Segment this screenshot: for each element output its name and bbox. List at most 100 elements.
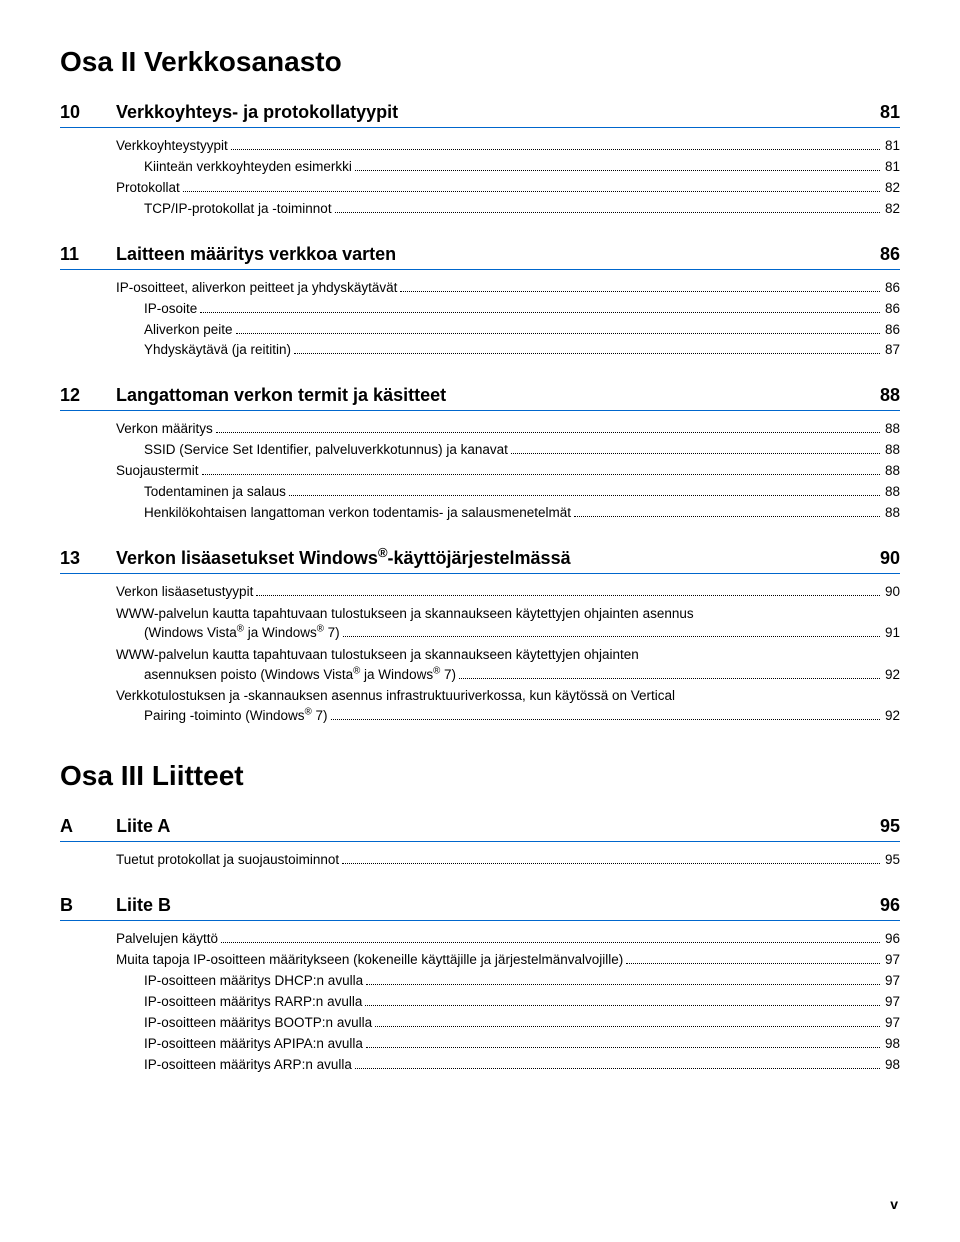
toc-page: 87 xyxy=(883,340,900,361)
toc-entry[interactable]: Todentaminen ja salaus 88 xyxy=(116,482,900,503)
toc-page: 82 xyxy=(883,199,900,220)
chapter-title: Laitteen määritys verkkoa varten xyxy=(116,244,860,265)
toc-label: asennuksen poisto (Windows Vista® ja Win… xyxy=(144,665,456,685)
toc-label: IP-osoitteen määritys RARP:n avulla xyxy=(144,992,362,1013)
toc-entry[interactable]: WWW-palvelun kautta tapahtuvaan tulostuk… xyxy=(116,644,900,685)
toc-entry[interactable]: Verkon määritys 88 xyxy=(116,419,900,440)
toc-entry[interactable]: Verkon lisäasetustyypit 90 xyxy=(116,582,900,603)
toc-label: Verkkotulostuksen ja -skannauksen asennu… xyxy=(116,686,900,706)
leader-dots xyxy=(294,353,880,354)
toc-label: Yhdyskäytävä (ja reititin) xyxy=(144,340,291,361)
leader-dots xyxy=(375,1026,880,1027)
leader-dots xyxy=(342,863,880,864)
leader-dots xyxy=(331,719,880,720)
chapter-title: Langattoman verkon termit ja käsitteet xyxy=(116,385,860,406)
toc-label: Todentaminen ja salaus xyxy=(144,482,286,503)
chapter-page: 88 xyxy=(860,385,900,406)
toc-page: 88 xyxy=(883,419,900,440)
toc-label: Muita tapoja IP-osoitteen määritykseen (… xyxy=(116,950,623,971)
toc-label: Henkilökohtaisen langattoman verkon tode… xyxy=(144,503,571,524)
chapter-page: 90 xyxy=(860,548,900,569)
leader-dots xyxy=(365,1005,880,1006)
chapter-heading[interactable]: 12Langattoman verkon termit ja käsitteet… xyxy=(60,385,900,411)
toc-entry[interactable]: Verkkoyhteystyypit 81 xyxy=(116,136,900,157)
toc-label: IP-osoite xyxy=(144,299,197,320)
chapter-page: 81 xyxy=(860,102,900,123)
leader-dots xyxy=(459,678,880,679)
chapter-title: Verkkoyhteys- ja protokollatyypit xyxy=(116,102,860,123)
leader-dots xyxy=(400,291,880,292)
leader-dots xyxy=(202,474,880,475)
chapter-heading[interactable]: 13Verkon lisäasetukset Windows®-käyttöjä… xyxy=(60,548,900,574)
leader-dots xyxy=(574,516,880,517)
chapter-title: Verkon lisäasetukset Windows®-käyttöjärj… xyxy=(116,548,860,569)
toc-label: Kiinteän verkkoyhteyden esimerkki xyxy=(144,157,352,178)
toc-label: (Windows Vista® ja Windows® 7) xyxy=(144,623,340,643)
toc-entry[interactable]: Palvelujen käyttö 96 xyxy=(116,929,900,950)
toc-entry[interactable]: Kiinteän verkkoyhteyden esimerkki 81 xyxy=(116,157,900,178)
toc-page: 88 xyxy=(883,440,900,461)
chapter-number: 11 xyxy=(60,244,116,265)
leader-dots xyxy=(343,636,880,637)
leader-dots xyxy=(335,212,880,213)
toc-entry[interactable]: Tuetut protokollat ja suojaustoiminnot 9… xyxy=(116,850,900,871)
toc-entry[interactable]: IP-osoitteen määritys DHCP:n avulla 97 xyxy=(116,971,900,992)
toc-page: 90 xyxy=(883,582,900,603)
leader-dots xyxy=(183,191,880,192)
toc-label: Verkon lisäasetustyypit xyxy=(116,582,253,603)
chapter-number: 12 xyxy=(60,385,116,406)
toc-entry[interactable]: Aliverkon peite 86 xyxy=(116,320,900,341)
toc-entry[interactable]: Yhdyskäytävä (ja reititin) 87 xyxy=(116,340,900,361)
chapter-heading[interactable]: BLiite B96 xyxy=(60,895,900,921)
leader-dots xyxy=(366,1047,880,1048)
toc-label: Protokollat xyxy=(116,178,180,199)
toc-label: IP-osoitteet, aliverkon peitteet ja yhdy… xyxy=(116,278,397,299)
toc-page: 88 xyxy=(883,461,900,482)
toc-page: 96 xyxy=(883,929,900,950)
toc-entry[interactable]: IP-osoitteen määritys APIPA:n avulla 98 xyxy=(116,1034,900,1055)
chapter-title: Liite A xyxy=(116,816,860,837)
chapter-heading[interactable]: ALiite A95 xyxy=(60,816,900,842)
toc-entry[interactable]: Verkkotulostuksen ja -skannauksen asennu… xyxy=(116,685,900,726)
toc-entry[interactable]: SSID (Service Set Identifier, palveluver… xyxy=(116,440,900,461)
toc-label: Tuetut protokollat ja suojaustoiminnot xyxy=(116,850,339,871)
toc-page: 92 xyxy=(883,706,900,726)
toc-label: Aliverkon peite xyxy=(144,320,233,341)
page-number-footer: v xyxy=(60,1196,900,1212)
chapter-page: 86 xyxy=(860,244,900,265)
toc-page: 97 xyxy=(883,1013,900,1034)
toc-entry[interactable]: WWW-palvelun kautta tapahtuvaan tulostuk… xyxy=(116,603,900,644)
toc-entry[interactable]: IP-osoitteen määritys ARP:n avulla 98 xyxy=(116,1055,900,1076)
toc-entry[interactable]: TCP/IP-protokollat ja -toiminnot 82 xyxy=(116,199,900,220)
toc-page: 91 xyxy=(883,623,900,643)
toc-label: Palvelujen käyttö xyxy=(116,929,218,950)
toc-entry[interactable]: IP-osoitteen määritys BOOTP:n avulla 97 xyxy=(116,1013,900,1034)
toc-label: WWW-palvelun kautta tapahtuvaan tulostuk… xyxy=(116,645,900,665)
toc-page: 86 xyxy=(883,320,900,341)
leader-dots xyxy=(231,149,880,150)
toc-page: 98 xyxy=(883,1034,900,1055)
leader-dots xyxy=(221,942,880,943)
toc-entry[interactable]: IP-osoitteet, aliverkon peitteet ja yhdy… xyxy=(116,278,900,299)
toc-entry[interactable]: IP-osoitteen määritys RARP:n avulla 97 xyxy=(116,992,900,1013)
toc-entry[interactable]: Muita tapoja IP-osoitteen määritykseen (… xyxy=(116,950,900,971)
toc-label: Verkkoyhteystyypit xyxy=(116,136,228,157)
toc-entry[interactable]: IP-osoite 86 xyxy=(116,299,900,320)
chapter-number: A xyxy=(60,816,116,837)
chapter-number: 10 xyxy=(60,102,116,123)
chapter-heading[interactable]: 10Verkkoyhteys- ja protokollatyypit81 xyxy=(60,102,900,128)
toc-page: 97 xyxy=(883,971,900,992)
toc-page: 86 xyxy=(883,299,900,320)
toc-label: IP-osoitteen määritys ARP:n avulla xyxy=(144,1055,352,1076)
toc-label: IP-osoitteen määritys DHCP:n avulla xyxy=(144,971,363,992)
chapter-heading[interactable]: 11Laitteen määritys verkkoa varten86 xyxy=(60,244,900,270)
toc-entry[interactable]: Henkilökohtaisen langattoman verkon tode… xyxy=(116,503,900,524)
toc-entry[interactable]: Suojaustermit 88 xyxy=(116,461,900,482)
section-title: Osa II Verkkosanasto xyxy=(60,46,900,78)
leader-dots xyxy=(200,312,880,313)
chapter-title: Liite B xyxy=(116,895,860,916)
leader-dots xyxy=(511,453,880,454)
chapter-number: B xyxy=(60,895,116,916)
toc-entry[interactable]: Protokollat 82 xyxy=(116,178,900,199)
toc-page: 92 xyxy=(883,665,900,685)
